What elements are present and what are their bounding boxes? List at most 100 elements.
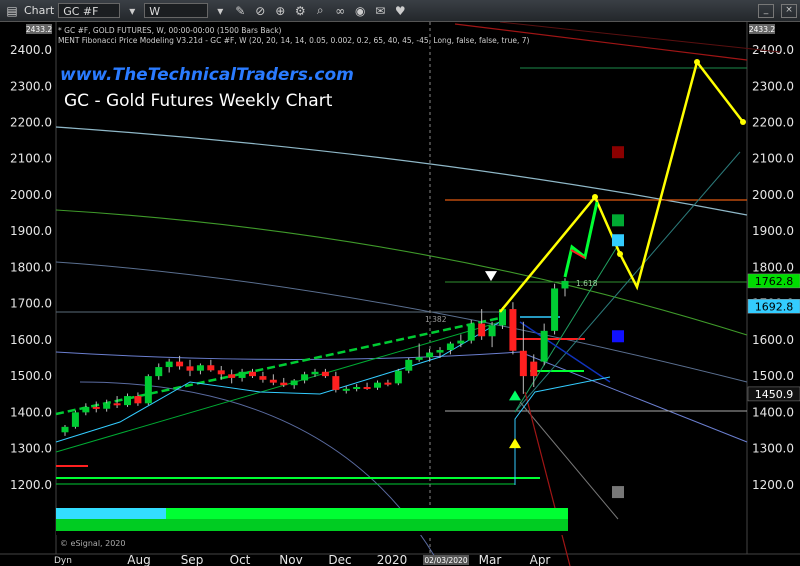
projection-layer	[499, 59, 746, 313]
x-tick: Apr	[530, 553, 551, 566]
copyright: © eSignal, 2020	[60, 539, 125, 548]
zoom-icon[interactable]: ⌕	[316, 3, 324, 17]
minimize-button[interactable]: _	[758, 3, 774, 18]
candles-layer	[61, 278, 569, 436]
candle-body	[207, 365, 215, 371]
fib-label-1382: 1.382	[425, 315, 447, 324]
y-tick-left: 1700.0	[10, 297, 52, 311]
y-tick-left: 1400.0	[10, 405, 52, 419]
candle-body	[82, 406, 90, 413]
marker-square	[612, 486, 624, 499]
candle-body	[488, 325, 496, 337]
candle-body	[311, 371, 319, 375]
candle-body	[394, 370, 402, 384]
x-axis: Aug Sep Oct Nov Dec 2020 Mar Apr	[127, 553, 550, 566]
gold-weekly-chart[interactable]: 2400.0 2300.0 2200.0 2100.0 2000.0 1900.0 1800…	[0, 22, 800, 566]
y-tick-left: 2000.0	[10, 188, 52, 202]
price-tag-bg	[747, 299, 800, 314]
cursor-date: 02/03/2020	[424, 556, 467, 565]
marker-triangle-down	[485, 271, 497, 282]
candle-body	[124, 396, 131, 406]
y-tick-right: 2100.0	[752, 152, 794, 166]
symbol-input[interactable]: GC #F	[58, 3, 121, 18]
candle-body	[155, 367, 163, 377]
candle-body	[301, 374, 309, 381]
share-icon[interactable]: ✉	[375, 3, 386, 18]
markers-layer	[485, 146, 624, 499]
top-value-left: 2433.2	[26, 25, 52, 34]
price-tag-label: 1692.8	[755, 300, 794, 313]
candle-body	[519, 350, 527, 377]
candle-body	[217, 370, 225, 375]
marker-square	[612, 146, 624, 159]
study-line-1: * GC #F, GOLD FUTURES, W, 00:00-00:00 (1…	[58, 26, 282, 35]
candle-body	[384, 382, 392, 385]
crosshair-icon[interactable]: ⊕	[275, 3, 286, 18]
marker-triangle-up	[509, 438, 521, 449]
y-tick-left: 1300.0	[10, 442, 52, 456]
candle-body	[113, 403, 121, 406]
marker-triangle-up	[509, 390, 521, 401]
candle-body	[530, 361, 538, 377]
candle-body	[457, 340, 465, 344]
price-tag-bg	[747, 386, 800, 402]
y-tick-right: 2200.0	[752, 115, 794, 129]
candle-body	[61, 426, 69, 433]
candle-body	[436, 350, 444, 353]
candle-body	[321, 371, 329, 377]
candle-body	[499, 309, 506, 326]
fib-label-1618: 1.618	[576, 279, 598, 288]
candle-body	[509, 309, 517, 351]
y-tick-left: 2400.0	[10, 43, 52, 57]
camera-icon[interactable]: ◉	[354, 3, 366, 18]
y-tick-left: 2200.0	[10, 115, 52, 129]
cursor-icon[interactable]: ⊘	[255, 3, 266, 18]
candle-body	[280, 382, 288, 386]
top-value-left-badge	[26, 24, 52, 34]
x-tick: Nov	[279, 553, 302, 566]
y-tick-right: 1400.0	[752, 405, 794, 419]
y-tick-right: 1600.0	[752, 333, 794, 347]
x-tick: Sep	[181, 553, 204, 566]
interval-dropdown-icon[interactable]: ▾	[217, 3, 224, 18]
x-tick: Mar	[479, 553, 502, 566]
x-tick: Aug	[127, 553, 150, 566]
candle-body	[92, 406, 100, 409]
candle-body	[561, 280, 569, 289]
candle-body	[353, 386, 361, 389]
price-tag-bg	[747, 273, 800, 289]
projection-yellow	[499, 59, 744, 313]
candle-body	[269, 379, 277, 383]
y-tick-left: 1500.0	[10, 369, 52, 383]
twitter-icon[interactable]: ♥	[394, 3, 406, 18]
candle-body	[540, 330, 548, 362]
studies-icon[interactable]: ⚙	[294, 3, 306, 18]
y-axis-left: 2400.0 2300.0 2200.0 2100.0 2000.0 1900.0 1800…	[10, 43, 52, 492]
symbol-dropdown-icon[interactable]: ▾	[129, 3, 136, 18]
candle-body	[103, 403, 111, 409]
candle-body	[478, 323, 486, 337]
candle-body	[363, 386, 371, 389]
dyn-label[interactable]: Dyn	[54, 556, 72, 566]
projection-yellow-point	[694, 59, 700, 65]
projection-green	[563, 201, 599, 278]
candle-body	[259, 376, 267, 380]
y-tick-left: 1800.0	[10, 260, 52, 274]
top-value-right: 2433.2	[749, 25, 775, 34]
y-tick-right: 2000.0	[752, 188, 794, 202]
candle-body	[144, 376, 152, 404]
app-label: Chart	[24, 4, 55, 17]
candle-body	[405, 359, 413, 371]
y-tick-right: 1500.0	[752, 369, 794, 383]
y-tick-right: 2300.0	[752, 79, 794, 93]
chart-window-icon: ▤	[6, 3, 18, 18]
close-button[interactable]: ×	[781, 3, 797, 18]
candle-body	[290, 380, 298, 386]
interval-input[interactable]: W	[144, 3, 209, 18]
candle-body	[426, 352, 434, 358]
y-tick-left: 1600.0	[10, 333, 52, 347]
cursor-date-badge	[423, 555, 469, 565]
draw-tool-icon[interactable]: ✎	[235, 3, 246, 18]
link-icon[interactable]: ∞	[335, 3, 346, 18]
candle-body	[165, 361, 173, 368]
